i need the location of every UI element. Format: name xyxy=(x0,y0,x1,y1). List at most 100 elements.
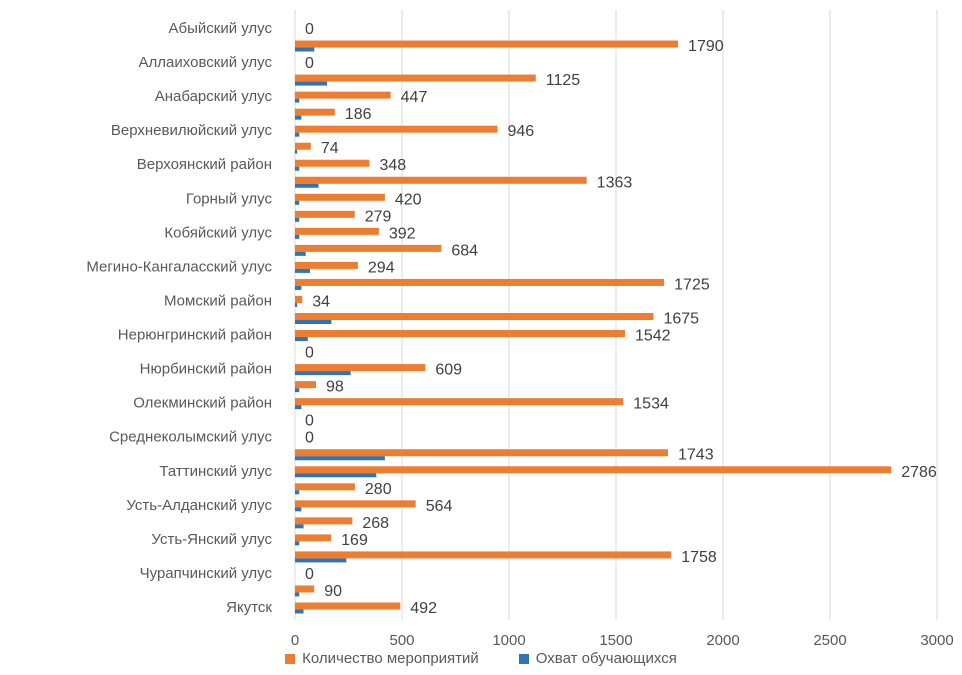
data-label-events: 0 xyxy=(305,413,314,430)
category-label: Якутск xyxy=(226,599,272,616)
bar-events xyxy=(295,602,401,610)
x-tick-label: 3000 xyxy=(920,632,953,649)
data-label-events: 1758 xyxy=(681,549,717,566)
bar-events xyxy=(295,534,332,542)
bar-events xyxy=(295,330,625,338)
data-label-events: 1743 xyxy=(678,447,714,464)
bar-reach xyxy=(295,234,300,239)
x-tick-label: 1500 xyxy=(599,632,632,649)
category-label: Таттинский улус xyxy=(159,463,272,480)
legend-label-events: Количество мероприятий xyxy=(302,650,479,667)
bar-events xyxy=(295,40,679,48)
bar-reach xyxy=(295,524,304,529)
bar-events xyxy=(295,227,379,235)
category-label: Горный улус xyxy=(186,190,273,207)
bar-reach xyxy=(295,507,302,512)
legend-swatch-events xyxy=(285,653,296,664)
data-label-events: 294 xyxy=(368,259,395,276)
data-label-events: 34 xyxy=(312,293,330,310)
x-tick-label: 1000 xyxy=(492,632,525,649)
category-label: Усть-Алданский улус xyxy=(126,497,272,514)
bar-events xyxy=(295,483,355,491)
category-label: Кобяйский улус xyxy=(164,224,272,241)
bar-reach xyxy=(295,200,300,205)
legend-item-events: Количество мероприятий xyxy=(285,650,479,667)
bars xyxy=(295,40,892,614)
data-label-events: 1725 xyxy=(674,276,710,293)
data-label-events: 74 xyxy=(321,140,339,157)
bar-events xyxy=(295,74,536,82)
bar-events xyxy=(295,449,669,457)
bar-reach xyxy=(295,285,302,290)
bar-reach xyxy=(295,371,351,376)
x-tick-label: 2500 xyxy=(813,632,846,649)
bar-reach xyxy=(295,115,302,120)
bar-events xyxy=(295,125,498,133)
x-axis-ticks: 0 500 1000 1500 2000 2500 3000 xyxy=(291,632,954,649)
bar-events xyxy=(295,159,370,167)
category-labels: Абыйский улус Аллаиховский улус Анабарский… xyxy=(86,20,272,616)
bar-events xyxy=(295,466,892,474)
data-label-events: 0 xyxy=(305,21,314,38)
bar-chart: Абыйский улус Аллаиховский улус Анабарский… xyxy=(86,10,954,649)
bar-reach xyxy=(295,166,300,171)
legend-label-reach: Охват обучающихся xyxy=(535,650,677,667)
data-label-events: 1542 xyxy=(635,328,671,345)
bar-events xyxy=(295,381,316,389)
data-label-events: 268 xyxy=(362,515,389,532)
data-label-events: 946 xyxy=(507,123,534,140)
bar-events xyxy=(295,108,335,116)
category-label: Момский район xyxy=(164,292,272,309)
bar-events xyxy=(295,585,315,593)
x-tick-label: 500 xyxy=(389,632,414,649)
data-label-events: 90 xyxy=(324,583,342,600)
category-label: Усть-Янский улус xyxy=(151,531,272,548)
bar-reach xyxy=(295,490,300,495)
data-label-events: 392 xyxy=(389,225,416,242)
data-label-events: 2786 xyxy=(901,464,937,481)
data-label-events: 1125 xyxy=(546,72,581,89)
bar-reach xyxy=(295,456,385,461)
bar-events xyxy=(295,244,442,252)
bar-reach xyxy=(295,98,300,103)
bar-reach xyxy=(295,183,319,188)
x-tick-label: 2000 xyxy=(706,632,739,649)
bar-reach xyxy=(295,149,298,154)
bar-events xyxy=(295,210,355,218)
data-label-events: 0 xyxy=(305,55,314,72)
data-label-events: 98 xyxy=(326,379,344,396)
category-label: Нюрбинский район xyxy=(140,361,272,378)
data-label-events: 0 xyxy=(305,345,314,362)
bar-reach xyxy=(295,405,302,410)
bar-reach xyxy=(295,217,300,222)
bar-events xyxy=(295,261,358,269)
bar-reach xyxy=(295,268,310,273)
data-label-events: 1363 xyxy=(597,174,633,191)
bar-events xyxy=(295,500,416,508)
data-label-events: 0 xyxy=(305,430,314,447)
bar-reach xyxy=(295,47,315,52)
data-label-events: 279 xyxy=(365,208,392,225)
data-label-events: 564 xyxy=(426,498,453,515)
bar-reach xyxy=(295,473,377,478)
category-label: Среднеколымский улус xyxy=(109,429,272,446)
category-label: Нерюнгринский район xyxy=(118,327,272,344)
bar-reach xyxy=(295,251,306,256)
bar-events xyxy=(295,517,353,525)
data-label-events: 492 xyxy=(410,600,437,617)
bar-reach xyxy=(295,132,300,137)
data-label-events: 1675 xyxy=(663,311,699,328)
data-label-events: 348 xyxy=(379,157,406,174)
bar-events xyxy=(295,313,654,320)
data-label-events: 186 xyxy=(345,106,372,123)
category-label: Чурапчинский улус xyxy=(140,565,273,582)
bar-reach xyxy=(295,558,347,563)
category-label: Мегино-Кангаласский улус xyxy=(86,258,272,275)
bar-events xyxy=(295,551,672,559)
legend-swatch-reach xyxy=(518,653,529,664)
bar-reach xyxy=(295,320,332,324)
bar-events xyxy=(295,142,311,150)
x-tick-label: 0 xyxy=(291,632,299,649)
category-label: Верхоянский район xyxy=(137,156,272,173)
